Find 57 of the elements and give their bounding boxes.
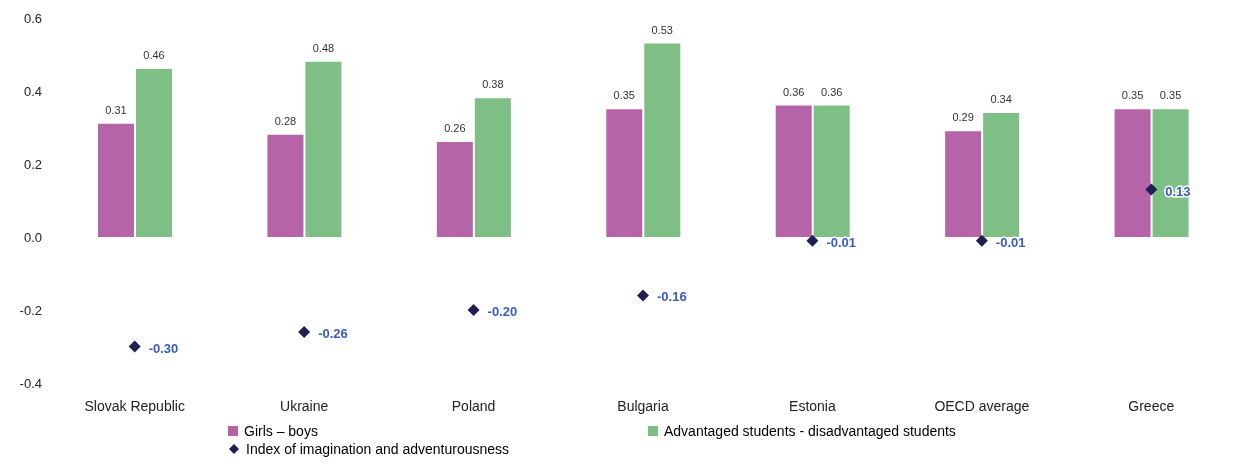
point	[806, 234, 819, 247]
x-tick-label: Ukraine	[280, 397, 329, 414]
legend-label: Girls – boys	[244, 423, 318, 439]
bar	[136, 69, 172, 237]
bar	[983, 112, 1020, 237]
bar	[1152, 109, 1189, 237]
y-tick-label: 0.4	[23, 83, 42, 99]
x-tick-label: Estonia	[789, 397, 836, 414]
data-label: 0.38	[482, 78, 504, 91]
data-label: -0.16	[657, 289, 687, 305]
point	[298, 325, 311, 338]
data-label: 0.28	[274, 114, 297, 127]
y-tick-label: 0.0	[23, 229, 42, 245]
bar	[813, 105, 850, 237]
point	[128, 340, 141, 353]
data-label: -0.26	[318, 325, 348, 341]
bar	[98, 123, 134, 237]
data-label: 0.35	[613, 89, 635, 102]
bar	[606, 109, 643, 237]
y-tick-label: 0.6	[23, 10, 42, 26]
bar	[1114, 109, 1151, 237]
legend-label: Index of imagination and adventurousness	[246, 441, 510, 457]
data-label: 0.35	[1159, 89, 1182, 102]
data-label: 0.29	[952, 111, 974, 124]
x-tick-label: Greece	[1128, 397, 1175, 414]
data-label: 0.36	[821, 85, 843, 98]
data-label: -0.01	[995, 234, 1026, 250]
x-tick-label: Poland	[451, 397, 496, 414]
point	[467, 304, 480, 316]
legend-label: Advantaged students - disadvantaged students	[664, 423, 956, 439]
data-label: 0.34	[990, 92, 1012, 105]
bar	[267, 134, 304, 237]
bar	[305, 61, 342, 237]
point	[1145, 183, 1158, 196]
data-label: -0.01	[826, 234, 857, 250]
y-tick-label: -0.4	[19, 375, 42, 391]
y-tick-label: 0.2	[23, 156, 42, 172]
point	[637, 289, 649, 302]
data-label: -0.20	[487, 304, 518, 319]
bar	[474, 98, 511, 237]
x-tick-label: Bulgaria	[617, 397, 669, 414]
point	[975, 234, 988, 247]
bar	[945, 131, 982, 237]
data-label: -0.30	[148, 340, 179, 356]
data-label: 0.26	[444, 122, 466, 135]
bar	[644, 43, 681, 237]
data-label: 0.35	[1121, 89, 1144, 102]
data-label: 0.36	[783, 85, 805, 98]
bar	[436, 142, 473, 237]
data-label: 0.48	[312, 41, 335, 54]
data-label: 0.46	[143, 49, 165, 62]
bar	[775, 105, 812, 237]
x-tick-label: Slovak Republic	[84, 397, 185, 414]
x-tick-label: OECD average	[934, 397, 1030, 414]
data-label: 0.31	[105, 103, 127, 116]
y-tick-label: -0.2	[19, 302, 42, 318]
data-label: 0.53	[651, 23, 673, 36]
